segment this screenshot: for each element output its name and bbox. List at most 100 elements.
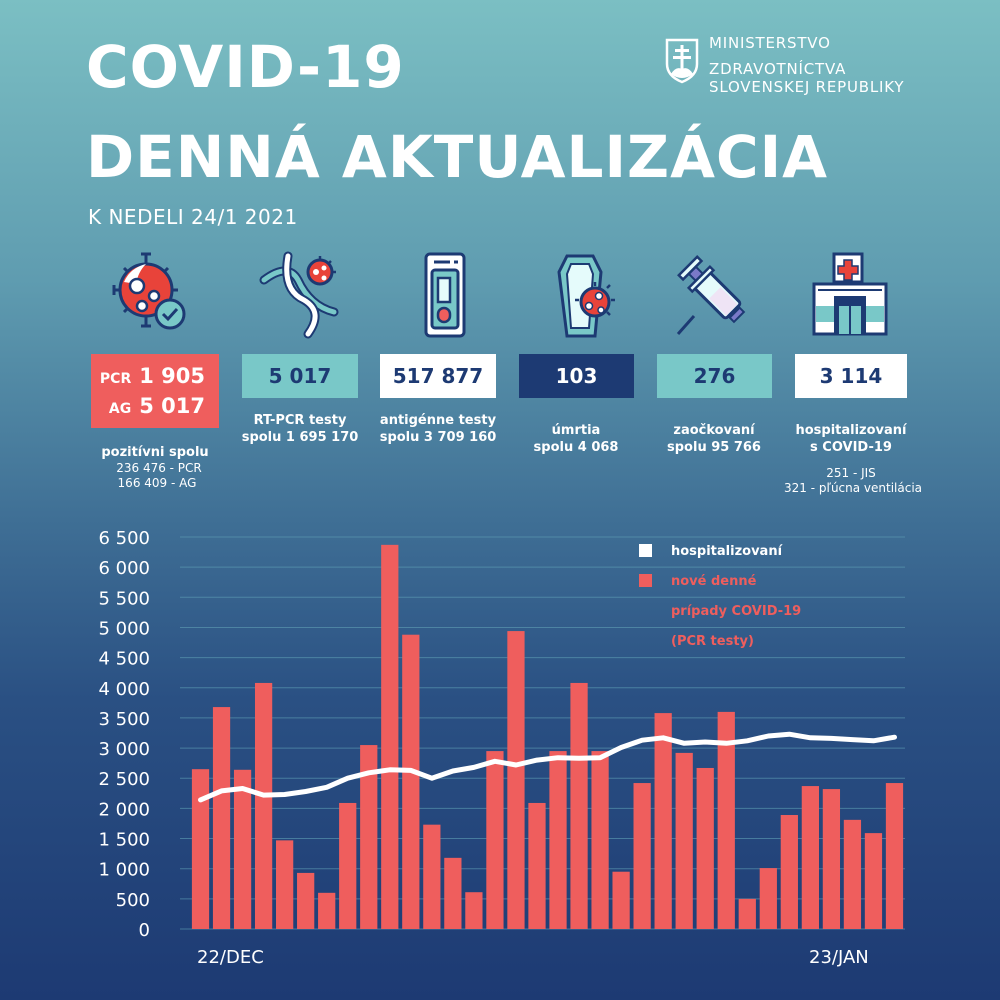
y-tick-label: 1 000 — [98, 860, 150, 881]
pcr-value: 1 905 — [139, 364, 205, 388]
vaccinated-box: 276 — [657, 354, 772, 398]
y-tick-label: 3 000 — [98, 739, 150, 760]
deaths-label: úmrtia — [551, 423, 601, 438]
y-tick-label: 500 — [116, 890, 150, 911]
bar-daily-cases — [654, 713, 672, 929]
bar-daily-cases — [717, 711, 735, 929]
bar-daily-cases — [633, 783, 651, 929]
hospitalized-line — [198, 731, 897, 803]
bar-daily-cases — [549, 751, 567, 929]
bar-daily-cases — [696, 767, 714, 929]
hospitalized-ventilation: 321 - pľúcna ventilácia — [783, 481, 923, 495]
vaccinated-total: spolu 95 766 — [667, 440, 761, 455]
ag-label: AG — [108, 401, 132, 417]
bar-daily-cases — [191, 769, 210, 929]
bar-daily-cases — [465, 892, 483, 929]
ag-value: 5 017 — [139, 394, 205, 418]
rtpcr-box: 5 017 — [242, 354, 358, 398]
x-label-first: 22/DEC — [197, 947, 264, 968]
antigen-box: 517 877 — [380, 354, 496, 398]
bar-daily-cases — [864, 833, 883, 929]
antigen-test-kit-icon — [424, 252, 466, 338]
rtpcr-total: spolu 1 695 170 — [241, 430, 359, 445]
bar-daily-cases — [843, 819, 862, 929]
title-line-1: COVID-19 — [86, 33, 405, 101]
y-tick-label: 4 500 — [98, 649, 150, 670]
y-tick-label: 5 000 — [98, 618, 150, 639]
bar-daily-cases — [444, 857, 462, 929]
ministry-logo: MINISTERSTVO ZDRAVOTNÍCTVA SLOVENSKEJ RE… — [665, 34, 904, 96]
hospitalized-box: 3 114 — [795, 354, 907, 398]
hospitalized-label: hospitalizovaní — [795, 423, 907, 438]
hospitalized-sublabel: s COVID-19 — [810, 440, 892, 455]
bar-daily-cases — [675, 752, 693, 929]
antigen-total: spolu 3 709 160 — [379, 430, 497, 445]
hospitalized-icu: 251 - JIS — [826, 466, 876, 480]
bar-daily-cases — [591, 751, 609, 929]
y-tick-label: 1 500 — [98, 830, 150, 851]
bar-daily-cases — [360, 745, 378, 929]
dna-virus-icon — [259, 251, 339, 339]
y-tick-label: 0 — [139, 920, 150, 941]
bar-series — [191, 544, 904, 929]
bar-daily-cases — [486, 751, 504, 929]
bar-daily-cases — [318, 892, 336, 929]
legend-cases-line3: (PCR testy) — [671, 634, 754, 649]
hospital-icon — [812, 252, 888, 336]
positive-cases-box: PCR 1 905 AG 5 017 — [91, 354, 219, 428]
x-label-last: 23/JAN — [809, 947, 869, 968]
bar-daily-cases — [381, 544, 399, 929]
deaths-box: 103 — [519, 354, 634, 398]
y-tick-label: 3 500 — [98, 709, 150, 730]
vaccinated-label: zaočkovaní — [673, 423, 755, 438]
coffin-virus-icon — [557, 254, 615, 338]
bar-daily-cases — [612, 871, 630, 929]
positive-sub-pcr: 236 476 - PCR — [116, 461, 202, 475]
ministry-line-3: SLOVENSKEJ REPUBLIKY — [709, 78, 905, 96]
y-tick-label: 6 500 — [98, 528, 150, 549]
bar-daily-cases — [233, 769, 252, 929]
bar-daily-cases — [276, 840, 294, 929]
y-tick-label: 2 500 — [98, 769, 150, 790]
bar-daily-cases — [254, 682, 273, 929]
slovak-coat-of-arms-icon — [665, 38, 699, 84]
bar-daily-cases — [738, 898, 756, 929]
y-tick-label: 2 000 — [98, 799, 150, 820]
bar-daily-cases — [780, 815, 798, 929]
chart-legend: hospitalizovaní nové denné prípady COVID… — [639, 544, 801, 649]
y-tick-label: 4 000 — [98, 679, 150, 700]
antigen-label: antigénne testy — [379, 413, 497, 428]
legend-cases-line1: nové denné — [671, 574, 757, 589]
bar-daily-cases — [885, 783, 904, 929]
legend-swatch-hospitalized — [639, 544, 652, 557]
bar-daily-cases — [822, 789, 841, 929]
deaths-total: spolu 4 068 — [533, 440, 619, 455]
y-tick-label: 5 500 — [98, 588, 150, 609]
title-line-2: DENNÁ AKTUALIZÁCIA — [86, 123, 829, 191]
date-subtitle: K NEDELI 24/1 2021 — [88, 205, 298, 229]
bar-daily-cases — [297, 872, 315, 929]
bar-daily-cases — [528, 802, 546, 929]
bar-daily-cases — [507, 631, 525, 929]
bar-daily-cases — [423, 824, 441, 929]
cases-chart: 0 500 1 000 1 500 2 000 2 500 3 000 3 500 4 000 4… — [98, 528, 905, 968]
legend-cases-line2: prípady COVID-19 — [671, 604, 801, 619]
ministry-line-2: ZDRAVOTNÍCTVA — [709, 60, 847, 78]
legend-hospitalized: hospitalizovaní — [671, 544, 784, 559]
bar-daily-cases — [212, 707, 231, 929]
virus-check-icon — [112, 252, 186, 330]
legend-swatch-cases — [639, 574, 652, 587]
positive-sub-ag: 166 409 - AG — [117, 476, 197, 490]
rtpcr-label: RT-PCR testy — [253, 413, 347, 428]
syringe-icon — [676, 255, 746, 335]
positive-label: pozitívni spolu — [101, 445, 209, 460]
bar-daily-cases — [570, 682, 588, 929]
bar-daily-cases — [759, 868, 777, 929]
bar-daily-cases — [339, 802, 357, 929]
bar-daily-cases — [402, 634, 420, 929]
ministry-line-1: MINISTERSTVO — [709, 34, 831, 52]
y-axis-ticks: 0 500 1 000 1 500 2 000 2 500 3 000 3 500 4 000 4… — [98, 528, 150, 941]
pcr-label: PCR — [99, 371, 132, 387]
bar-daily-cases — [801, 786, 819, 929]
y-tick-label: 6 000 — [98, 558, 150, 579]
